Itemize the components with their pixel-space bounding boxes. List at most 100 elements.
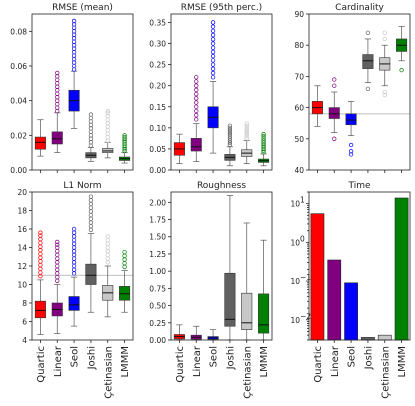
box-flier	[55, 263, 60, 269]
box-flier	[55, 239, 60, 245]
box-flier	[55, 81, 60, 86]
panel-title: L1 Norm	[63, 181, 101, 191]
box-flier	[55, 256, 60, 261]
box-flier	[227, 127, 233, 133]
box-flier	[71, 245, 77, 250]
box-flier	[210, 37, 216, 42]
box-flier	[38, 233, 43, 238]
box-flier	[88, 194, 94, 199]
box-flier	[88, 216, 94, 221]
box-flier	[122, 249, 127, 255]
axes-frame	[170, 13, 273, 171]
box-flier	[55, 101, 60, 107]
box-flier	[122, 134, 127, 140]
axes-frame	[170, 191, 273, 341]
box-flier	[71, 46, 77, 51]
box-flier	[365, 30, 371, 35]
box-flier	[88, 112, 94, 117]
box-flier	[105, 256, 110, 261]
panel-title: Time	[347, 181, 370, 191]
box-flier	[194, 104, 199, 109]
y-tick-label: 0.75	[149, 284, 166, 293]
box-flier	[210, 24, 216, 29]
x-category-label: Çetinasian	[380, 346, 391, 399]
box-flier	[55, 91, 60, 96]
box-flier	[348, 149, 354, 154]
box-flier	[382, 89, 387, 95]
box-flier	[227, 132, 233, 137]
box-flier	[88, 126, 94, 131]
x-category-label: Seol	[347, 346, 358, 367]
box-flier	[71, 29, 77, 34]
box-flier	[332, 136, 337, 141]
box-flier	[194, 83, 199, 88]
box-flier	[194, 87, 199, 93]
box-flier	[71, 263, 77, 269]
y-tick-exponent: −1	[300, 273, 311, 282]
box-flier	[71, 49, 77, 55]
box-flier	[38, 270, 43, 275]
box-flier	[88, 227, 94, 233]
box-flier	[210, 66, 216, 71]
box-quartic	[34, 136, 46, 150]
box-flier	[88, 140, 94, 145]
y-tick-label: 0.25	[149, 319, 166, 328]
box-flier	[122, 133, 127, 138]
box-flier	[38, 259, 43, 264]
x-category-label: Quartic	[313, 346, 324, 383]
box-flier	[210, 45, 216, 50]
box-flier	[88, 136, 94, 141]
y-tick-exponent: −2	[300, 312, 311, 321]
box-flier	[38, 251, 43, 257]
box-flier	[382, 30, 387, 35]
box-flier	[210, 49, 216, 55]
box-flier	[244, 136, 249, 141]
box-seol	[345, 113, 357, 126]
y-tick-label: 0.20	[149, 82, 166, 91]
box-flier	[210, 28, 216, 34]
y-tick-label: 16	[17, 225, 27, 234]
x-category-label: Linear	[53, 345, 64, 377]
box-flier	[227, 125, 233, 130]
box-flier	[365, 86, 371, 92]
box-flier	[88, 224, 94, 229]
box-flier	[38, 266, 43, 271]
box-flier	[261, 132, 266, 137]
box-flier	[227, 136, 233, 141]
box-flier	[105, 117, 110, 122]
y-tick-label: 60	[294, 104, 304, 113]
x-category-label: Joshi	[225, 346, 236, 370]
y-tick-label: 0.10	[149, 124, 166, 133]
box-flier	[71, 22, 77, 27]
y-tick-label: 8	[22, 299, 27, 308]
box-flier	[71, 56, 77, 62]
box-flier	[55, 105, 60, 110]
box-flier	[105, 252, 110, 258]
box-flier	[38, 240, 43, 246]
panel-title: RMSE (95th perc.)	[181, 3, 262, 13]
box-flier	[210, 70, 216, 76]
box-flier	[38, 248, 43, 253]
y-tick-label: 0.02	[10, 131, 27, 140]
box-joshi	[85, 263, 97, 285]
box-flier	[55, 271, 60, 276]
box-joshi	[224, 272, 236, 327]
box-flier	[382, 36, 387, 42]
box-flier	[261, 138, 266, 143]
x-category-label: Linear	[330, 345, 341, 377]
box-flier	[244, 123, 249, 128]
box-flier	[348, 152, 354, 157]
y-tick-label: 70	[294, 72, 304, 81]
box-flier	[38, 237, 43, 242]
box-flier	[88, 143, 94, 148]
box-flier	[71, 230, 77, 235]
box-flier	[105, 124, 110, 129]
y-tick-label: 80	[294, 41, 304, 50]
box-flier	[105, 110, 110, 115]
box-flier	[55, 88, 60, 93]
bar-çetinasian	[377, 334, 392, 341]
panel-4: Roughness 0.00 0.25 0.50 0.75 1.00 1.25 1.50 1.7…	[149, 181, 273, 399]
chart-panels: RMSE (mean) 0.00 0.02 0.04 0.06 0.08 RMSE (95t…	[10, 3, 411, 399]
box-flier	[55, 108, 60, 114]
box-flier	[227, 140, 233, 145]
